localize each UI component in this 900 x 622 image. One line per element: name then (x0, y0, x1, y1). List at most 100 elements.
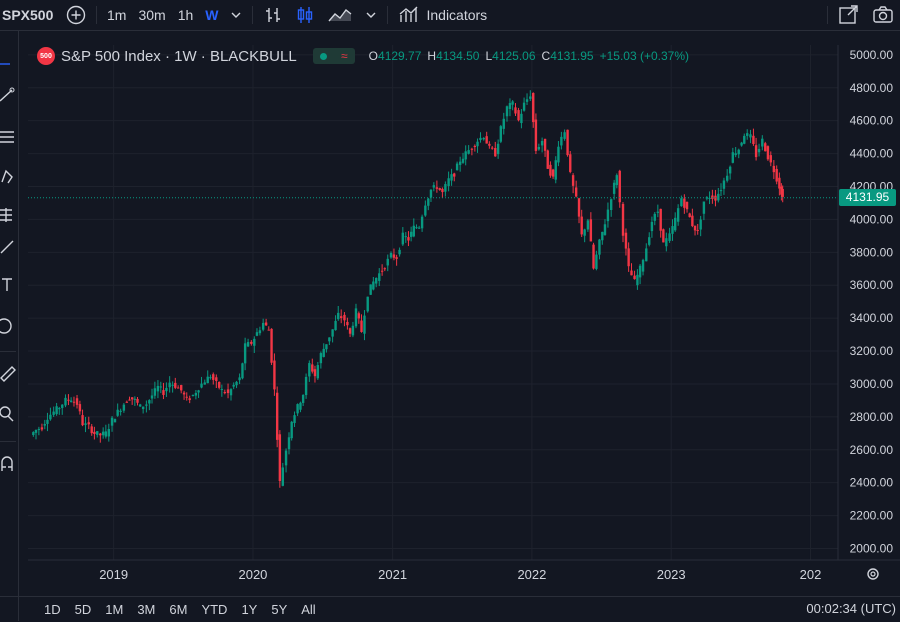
brush-icon[interactable] (0, 239, 16, 255)
candle (499, 124, 503, 144)
candle (43, 419, 46, 430)
candle-body (255, 332, 259, 336)
candle (589, 212, 593, 242)
candle-body (499, 126, 503, 142)
candle (215, 374, 218, 389)
indicators-label: Indicators (426, 7, 488, 23)
candle (757, 143, 761, 157)
candle (447, 171, 450, 192)
candle-body (505, 106, 509, 117)
settings-gear-icon[interactable] (867, 568, 879, 580)
range-1m[interactable]: 1M (105, 602, 124, 617)
candle-body (609, 199, 613, 210)
candle-body (328, 337, 331, 342)
candle (566, 129, 569, 157)
candle-body (319, 353, 323, 364)
candle-body (378, 273, 381, 281)
candle-body (668, 233, 671, 241)
indicators-button[interactable]: Indicators (392, 0, 493, 30)
candle-body (37, 428, 41, 430)
candle-body (168, 382, 171, 388)
candle (316, 361, 320, 380)
interval-dropdown[interactable] (224, 0, 248, 30)
candle (482, 137, 485, 141)
interval-1m[interactable]: 1m (107, 7, 127, 23)
market-status[interactable]: ≈ (312, 48, 355, 64)
fullscreen-button[interactable] (832, 0, 866, 30)
fib-retracement-icon[interactable] (0, 129, 16, 145)
range-1y[interactable]: 1Y (241, 602, 258, 617)
price-chart[interactable]: 2000.00 2200.00 2400.00 2600.00 2800.00 3000.… (0, 0, 900, 596)
zoom-icon[interactable] (0, 406, 16, 422)
candle (383, 267, 386, 272)
candle-body (296, 404, 299, 414)
range-ytd[interactable]: YTD (201, 602, 228, 617)
chart-style-dropdown[interactable] (359, 0, 383, 30)
candle-body (665, 238, 668, 247)
candle (688, 212, 691, 218)
candle (253, 336, 256, 354)
text-icon[interactable] (0, 277, 16, 293)
candle-body (304, 376, 308, 396)
area-style-button[interactable] (321, 0, 359, 30)
legend-high: H4134.50 (427, 49, 480, 63)
symbol-search[interactable]: SPX500 (2, 7, 54, 23)
candle (264, 318, 268, 326)
candle-body (702, 201, 706, 214)
candle (458, 156, 462, 172)
candle (197, 389, 200, 398)
candle (153, 381, 157, 399)
candle-body (412, 225, 415, 237)
range-6m[interactable]: 6M (169, 602, 188, 617)
y-tick-label: 4600.00 (850, 114, 894, 128)
candle-body (417, 227, 421, 229)
candle-body (217, 381, 221, 388)
candle-body (485, 136, 488, 144)
range-1d[interactable]: 1D (44, 602, 61, 617)
candle-body (435, 187, 439, 189)
pattern-icon[interactable] (0, 168, 16, 184)
range-5y[interactable]: 5Y (271, 602, 288, 617)
ruler-icon[interactable] (0, 366, 16, 382)
candles-style-button[interactable] (289, 0, 321, 30)
legend-title[interactable]: S&P 500 Index · 1W · BLACKBULL (61, 47, 297, 65)
add-symbol-button[interactable] (60, 0, 92, 30)
smile-icon[interactable] (0, 318, 16, 334)
y-tick-label: 3600.00 (850, 278, 894, 292)
candle-body (278, 434, 282, 482)
magnet-icon[interactable] (0, 456, 16, 472)
candle (311, 358, 314, 374)
candle-body (34, 429, 38, 433)
candle-body (67, 399, 70, 401)
candle (113, 418, 117, 423)
candle (188, 395, 191, 404)
range-3m[interactable]: 3M (137, 602, 156, 617)
bars-icon (266, 8, 281, 22)
candle (337, 305, 340, 321)
candle-body (58, 408, 61, 410)
y-tick-label: 4000.00 (850, 212, 894, 226)
candle-body (281, 467, 285, 486)
range-all[interactable]: All (301, 602, 316, 617)
candle (46, 412, 49, 432)
candle (90, 423, 93, 436)
snapshot-button[interactable] (866, 0, 900, 30)
interval-30m[interactable]: 30m (138, 7, 166, 23)
interval-1h[interactable]: 1h (177, 7, 194, 23)
candle-body (215, 377, 218, 381)
clock[interactable]: 00:02:34 (UTC) (806, 601, 896, 616)
interval-w[interactable]: W (205, 7, 219, 23)
candle (369, 284, 372, 295)
bars-style-button[interactable] (257, 0, 289, 30)
range-5d[interactable]: 5D (74, 602, 92, 617)
candle-body (551, 169, 555, 177)
candle-body (238, 377, 241, 381)
candle-body (43, 424, 46, 426)
crosshair-icon[interactable] (0, 56, 16, 72)
projection-icon[interactable] (0, 206, 16, 222)
trendline-icon[interactable] (0, 87, 16, 103)
candle-body (543, 138, 547, 151)
candle (420, 214, 424, 232)
divider (0, 351, 16, 352)
candle-body (781, 189, 784, 197)
